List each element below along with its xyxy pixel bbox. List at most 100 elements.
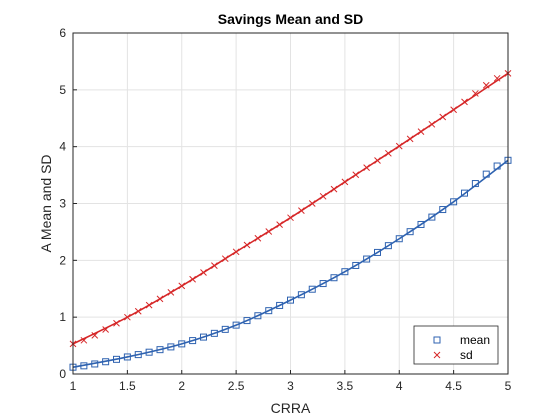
x-tick-label: 3 — [287, 379, 294, 393]
data-point-sd — [461, 98, 468, 106]
data-point-mean — [80, 362, 88, 370]
data-point-sd — [308, 200, 316, 207]
data-point-sd-stroke — [308, 200, 316, 207]
data-point-sd-stroke — [493, 74, 501, 82]
data-point-sd — [276, 221, 283, 228]
data-point-sd-stroke — [374, 157, 381, 164]
x-tick-label: 5 — [505, 379, 512, 393]
data-point-sd — [417, 128, 425, 135]
data-point-sd-stroke — [80, 336, 88, 344]
data-point-sd — [319, 192, 327, 200]
data-point-sd — [254, 234, 262, 242]
x-tick-label: 1 — [70, 379, 77, 393]
data-point-sd — [428, 120, 436, 128]
data-point-sd-stroke — [102, 326, 109, 333]
data-point-mean — [450, 198, 458, 206]
data-point-sd — [124, 313, 131, 321]
data-point-mean — [145, 348, 153, 356]
data-point-mean — [221, 325, 229, 333]
data-point-mean — [254, 312, 262, 320]
data-point-mean — [156, 346, 164, 354]
data-point-mean — [189, 337, 197, 345]
data-point-sd-stroke — [352, 171, 360, 179]
legend-marker-sd — [433, 351, 441, 359]
data-point-mean — [167, 343, 175, 351]
data-point-mean — [439, 206, 447, 214]
data-point-sd — [156, 295, 164, 303]
y-tick-label: 2 — [59, 253, 66, 267]
data-point-sd — [450, 106, 457, 114]
data-point-sd-stroke — [330, 185, 338, 193]
y-tick-label: 0 — [59, 367, 66, 381]
x-tick-label: 1.5 — [119, 379, 136, 393]
x-axis-label: CRRA — [271, 400, 311, 416]
data-point-mean — [330, 274, 338, 282]
data-point-sd — [91, 331, 99, 339]
data-point-sd — [385, 149, 392, 157]
data-point-mean — [428, 213, 436, 221]
chart-title: Savings Mean and SD — [218, 11, 363, 27]
legend-box — [413, 325, 499, 365]
legend-label-sd: sd — [460, 348, 473, 362]
data-point-mean — [341, 268, 349, 276]
data-point-sd-stroke — [298, 207, 305, 215]
data-point-mean — [178, 340, 186, 348]
data-point-sd — [80, 336, 88, 344]
data-point-sd — [298, 207, 305, 215]
data-point-sd-stroke — [461, 98, 468, 106]
data-point-sd-stroke — [134, 307, 142, 315]
data-point-sd — [482, 81, 490, 89]
data-point-sd — [352, 171, 360, 179]
data-point-mean — [493, 162, 501, 170]
data-point-sd — [406, 135, 414, 143]
data-point-sd-stroke — [254, 234, 262, 242]
data-point-sd-stroke — [145, 301, 153, 309]
data-point-sd-stroke — [156, 295, 164, 303]
y-tick-label: 4 — [59, 140, 66, 154]
data-point-mean — [363, 255, 371, 263]
data-point-sd — [221, 255, 229, 263]
data-point-sd — [167, 289, 175, 296]
data-point-sd-stroke — [265, 228, 273, 235]
data-point-sd — [113, 319, 120, 327]
data-point-sd — [374, 157, 381, 164]
series-sd — [69, 69, 512, 348]
x-tick-label: 2.5 — [228, 379, 245, 393]
data-point-mean — [395, 235, 403, 243]
legend-marker-mean — [433, 336, 441, 344]
x-tick-label: 3.5 — [337, 379, 354, 393]
data-point-sd-stroke — [91, 331, 99, 339]
y-tick-label: 3 — [59, 197, 66, 211]
data-point-sd — [265, 228, 273, 235]
data-point-mean — [210, 329, 218, 337]
data-point-mean — [91, 360, 99, 368]
data-point-sd — [211, 262, 218, 269]
data-point-sd-stroke — [319, 192, 327, 200]
data-point-sd — [493, 74, 501, 82]
data-point-mean — [417, 220, 425, 228]
y-axis-label: A Mean and SD — [38, 154, 54, 252]
data-point-mean — [276, 301, 284, 309]
data-point-sd-stroke — [428, 120, 436, 128]
data-point-sd — [189, 275, 196, 283]
data-point-mean — [384, 242, 392, 250]
data-point-mean — [232, 321, 240, 329]
legend-marker-sd-stroke — [433, 351, 441, 359]
data-point-sd-stroke — [472, 90, 479, 97]
data-point-sd-stroke — [232, 248, 240, 256]
data-point-sd — [472, 90, 479, 97]
data-point-mean — [134, 351, 142, 359]
data-point-sd-stroke — [450, 106, 457, 114]
data-point-sd-stroke — [417, 128, 425, 135]
data-point-sd — [200, 269, 207, 276]
data-point-sd — [363, 164, 370, 171]
legend-label-mean: mean — [460, 333, 490, 347]
data-point-sd-stroke — [124, 313, 131, 321]
data-point-sd-stroke — [189, 275, 196, 283]
x-tick-label: 4.5 — [445, 379, 462, 393]
data-point-sd — [341, 178, 349, 186]
data-point-sd — [102, 326, 109, 333]
